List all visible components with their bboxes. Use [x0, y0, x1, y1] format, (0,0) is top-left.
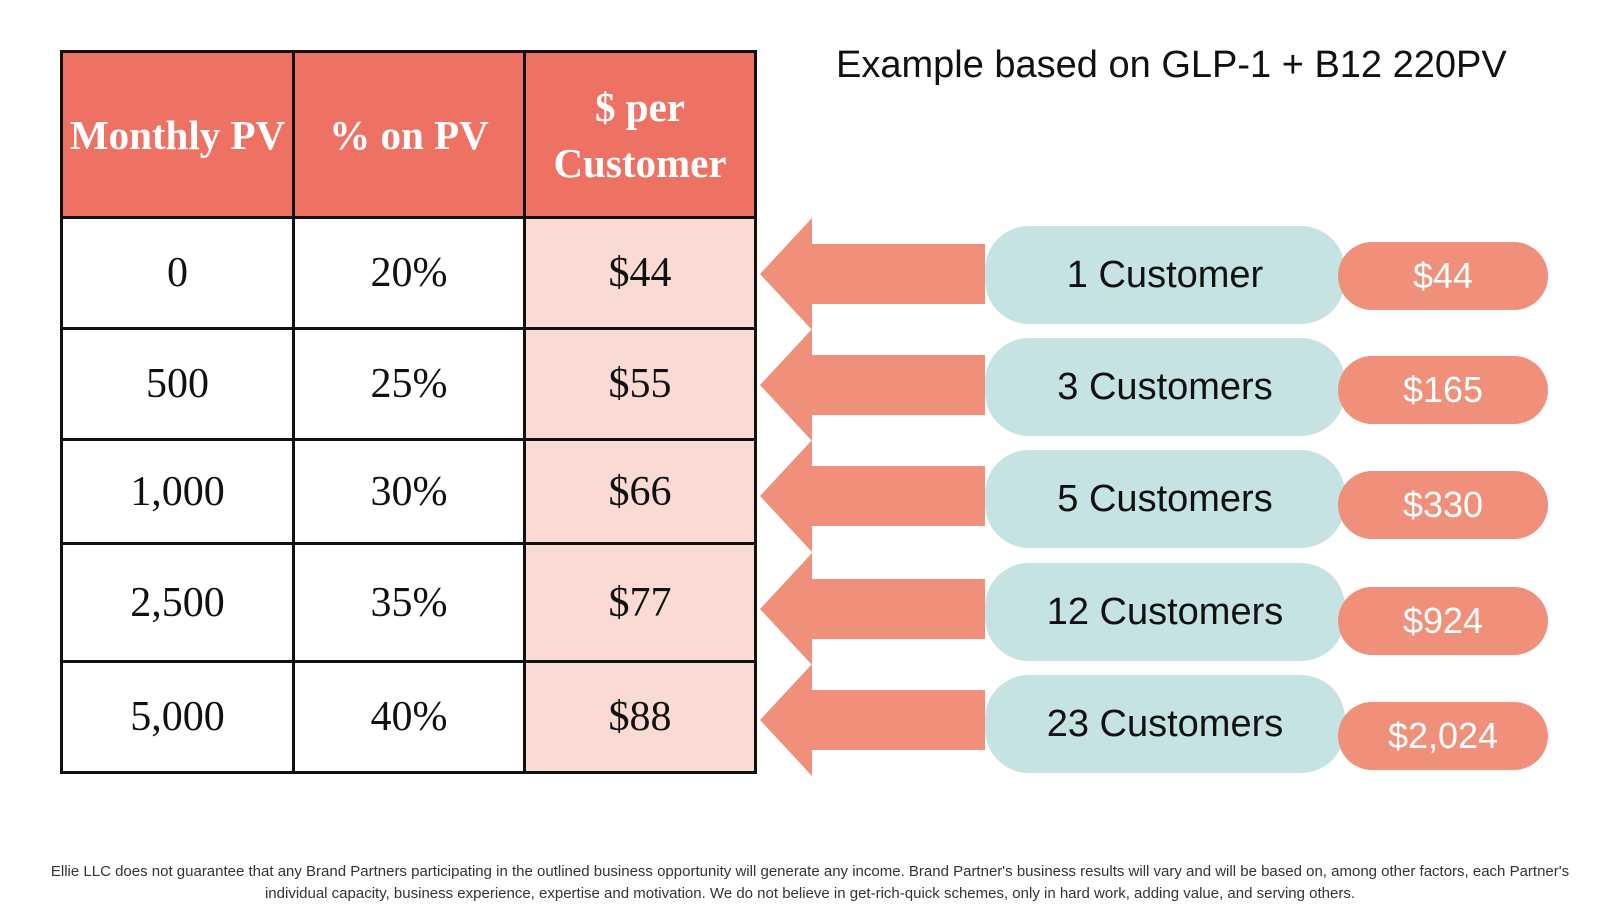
- monthly-pv-cell: 1,000: [60, 438, 295, 545]
- monthly-pv-cell: 2,500: [60, 542, 295, 663]
- per-customer-cell: $77: [523, 542, 757, 663]
- table-header-row: Monthly PV % on PV $ per Customer: [60, 50, 757, 219]
- arrow-left-icon: [760, 664, 985, 776]
- customer-count-pill: 3 Customers: [985, 338, 1345, 436]
- percent-cell: 35%: [292, 542, 526, 663]
- monthly-pv-cell: 0: [60, 216, 295, 330]
- per-customer-cell: $88: [523, 660, 757, 774]
- customer-count-pill: 5 Customers: [985, 450, 1345, 548]
- header-per-customer: $ per Customer: [523, 50, 757, 219]
- earnings-badge: $330: [1338, 471, 1548, 539]
- per-customer-cell: $44: [523, 216, 757, 330]
- table-row: 1,000 30% $66: [60, 438, 757, 545]
- customer-count-pill: 23 Customers: [985, 675, 1345, 773]
- arrow-left-icon: [760, 553, 985, 665]
- earnings-badge: $165: [1338, 356, 1548, 424]
- percent-cell: 30%: [292, 438, 526, 545]
- percent-cell: 20%: [292, 216, 526, 330]
- income-disclaimer: Ellie LLC does not guarantee that any Br…: [50, 863, 1570, 902]
- arrow-left-icon: [760, 218, 985, 330]
- monthly-pv-cell: 500: [60, 327, 295, 441]
- header-percent-on-pv: % on PV: [292, 50, 526, 219]
- commission-table: Monthly PV % on PV $ per Customer 0 20% …: [60, 50, 757, 774]
- table-row: 500 25% $55: [60, 327, 757, 441]
- table-row: 2,500 35% $77: [60, 542, 757, 663]
- per-customer-cell: $66: [523, 438, 757, 545]
- percent-cell: 25%: [292, 327, 526, 441]
- customer-count-pill: 12 Customers: [985, 563, 1345, 661]
- monthly-pv-cell: 5,000: [60, 660, 295, 774]
- per-customer-cell: $55: [523, 327, 757, 441]
- earnings-badge: $2,024: [1338, 702, 1548, 770]
- table-row: 5,000 40% $88: [60, 660, 757, 774]
- arrow-left-icon: [760, 329, 985, 441]
- example-title: Example based on GLP-1 + B12 220PV: [836, 44, 1507, 86]
- arrow-left-icon: [760, 440, 985, 552]
- earnings-badge: $924: [1338, 587, 1548, 655]
- customer-count-pill: 1 Customer: [985, 226, 1345, 324]
- header-monthly-pv: Monthly PV: [60, 50, 295, 219]
- earnings-badge: $44: [1338, 242, 1548, 310]
- table-row: 0 20% $44: [60, 216, 757, 330]
- percent-cell: 40%: [292, 660, 526, 774]
